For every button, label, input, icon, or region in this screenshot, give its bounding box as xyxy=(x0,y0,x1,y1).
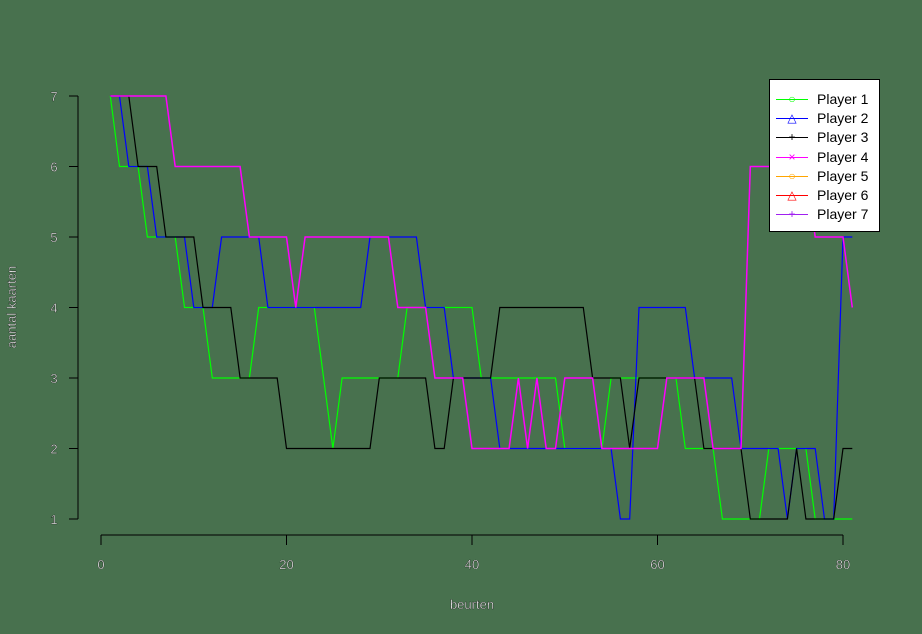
series-line-player-4 xyxy=(110,95,854,450)
legend-line-swatch xyxy=(776,99,808,100)
axes xyxy=(77,96,843,536)
legend-marker-icon: △ xyxy=(787,188,797,202)
series-line-player-3 xyxy=(110,95,853,520)
y-tick-label: 6 xyxy=(50,160,57,175)
x-ticks: 0 20 40 60 80 xyxy=(97,535,850,572)
legend-label: Player 3 xyxy=(817,129,869,146)
y-tick-label: 4 xyxy=(50,301,57,316)
x-tick-label: 40 xyxy=(465,557,479,572)
legend-line-swatch xyxy=(776,156,808,158)
legend-label: Player 6 xyxy=(817,187,869,203)
x-axis-title: beurten xyxy=(450,597,494,612)
y-tick-label: 3 xyxy=(50,371,57,386)
y-tick-label: 7 xyxy=(50,89,57,104)
y-tick-label: 2 xyxy=(50,442,57,457)
legend-marker-icon: △ xyxy=(787,111,797,126)
legend-item: ○ Player 5 xyxy=(770,167,880,186)
x-tick-label: 80 xyxy=(836,557,850,572)
x-tick-label: 20 xyxy=(279,557,293,572)
y-axis-title: aantal kaarten xyxy=(4,266,19,348)
legend-label: Player 7 xyxy=(817,206,869,223)
x-tick-label: 0 xyxy=(97,557,104,572)
legend-marker-icon: ○ xyxy=(788,92,796,106)
y-ticks: 1 2 3 4 5 6 7 xyxy=(50,89,78,527)
legend-label: Player 1 xyxy=(817,91,869,107)
legend-line-swatch xyxy=(776,175,808,177)
legend: ○ Player 1 △ Player 2 + Player 3 × Player 4 ○ Pla… xyxy=(769,79,880,232)
legend-label: Player 4 xyxy=(817,148,869,165)
legend-label: Player 2 xyxy=(817,110,869,127)
legend-line-swatch xyxy=(776,214,808,216)
series-layer xyxy=(109,95,854,520)
legend-item: ○ Player 1 xyxy=(770,90,880,109)
legend-label: Player 5 xyxy=(817,167,869,184)
legend-item: △ Player 6 xyxy=(770,186,880,205)
legend-marker-icon: + xyxy=(788,130,796,145)
legend-item: △ Player 2 xyxy=(770,109,880,128)
legend-line-swatch xyxy=(776,118,808,120)
legend-line-swatch xyxy=(776,137,808,139)
legend-marker-icon: + xyxy=(788,207,796,222)
legend-line-swatch xyxy=(776,195,808,196)
legend-marker-icon: × xyxy=(788,149,796,164)
x-tick-label: 60 xyxy=(650,557,664,572)
legend-item: × Player 4 xyxy=(770,148,880,167)
y-tick-label: 5 xyxy=(50,230,57,245)
legend-item: + Player 3 xyxy=(770,128,880,147)
legend-item: + Player 7 xyxy=(770,205,880,224)
y-tick-label: 1 xyxy=(50,512,57,527)
legend-marker-icon: ○ xyxy=(788,168,796,183)
